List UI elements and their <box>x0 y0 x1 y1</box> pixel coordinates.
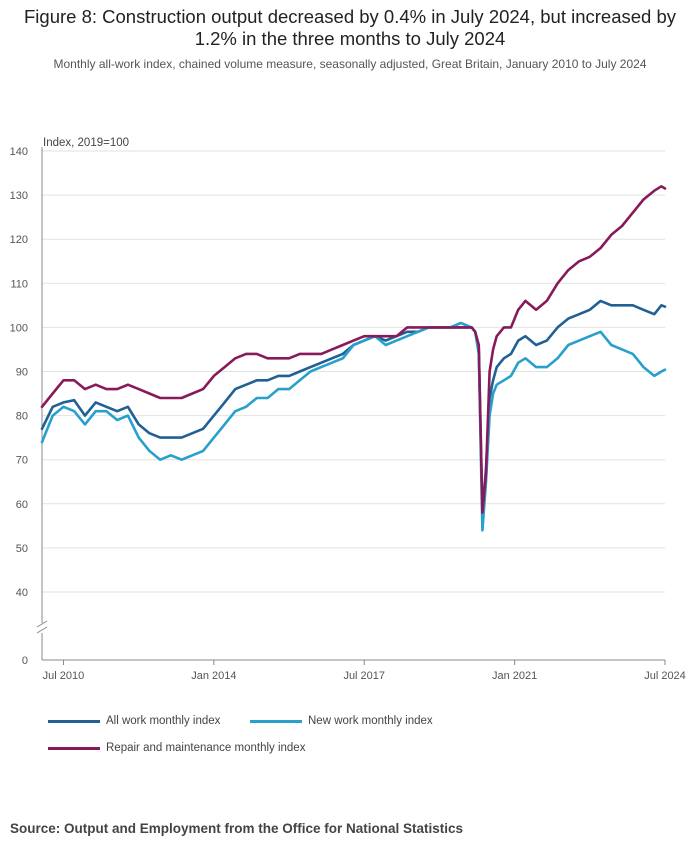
y-tick-label-100: 100 <box>10 322 28 334</box>
chart-title: Figure 8: Construction output decreased … <box>24 6 676 49</box>
x-tick-label-2: Jul 2017 <box>343 670 385 682</box>
legend-label-new-work: New work monthly index <box>308 715 433 727</box>
legend-swatch-all-work <box>48 719 100 723</box>
x-tick-label-3: Jan 2021 <box>492 670 537 682</box>
source-note: Source: Output and Employment from the O… <box>10 821 464 836</box>
y-tick-label-90: 90 <box>16 367 28 379</box>
y-tick-label-110: 110 <box>10 278 28 290</box>
legend-item-all-work: All work monthly index <box>48 715 220 727</box>
y-axis-unit-label: Index, 2019=100 <box>43 137 129 149</box>
series-line-new-work <box>40 321 667 532</box>
y-tick-label-140: 140 <box>10 146 28 158</box>
legend-label-repair-maintenance: Repair and maintenance monthly index <box>106 742 306 754</box>
y-tick-label-50: 50 <box>16 543 28 555</box>
y-tick-label-40: 40 <box>16 587 28 599</box>
y-tick-label-120: 120 <box>10 234 28 246</box>
y-tick-label-0: 0 <box>22 655 28 667</box>
chart-subtitle: Monthly all-work index, chained volume m… <box>53 57 647 71</box>
y-tick-label-130: 130 <box>10 190 28 202</box>
legend-label-all-work: All work monthly index <box>106 715 221 727</box>
line-chart: 0 40 50 60 70 80 90 100 110 120 130 140 Index, 2019=… <box>10 137 686 682</box>
axis-break-mark-lower <box>36 626 48 634</box>
y-tick-label-60: 60 <box>16 499 28 511</box>
legend-swatch-repair-maintenance <box>48 746 100 750</box>
series-line-repair-maintenance <box>40 185 667 514</box>
axis-break-mark-upper <box>36 620 48 628</box>
legend-swatch-new-work <box>250 719 302 723</box>
series-line-all-work <box>40 299 667 514</box>
legend-item-repair-maintenance: Repair and maintenance monthly index <box>48 742 305 754</box>
y-tick-label-70: 70 <box>16 455 28 467</box>
axis-break-gap <box>36 623 48 633</box>
x-tick-label-4: Jul 2024 <box>644 670 686 682</box>
y-tick-label-80: 80 <box>16 411 28 423</box>
legend-item-new-work: New work monthly index <box>250 715 433 727</box>
x-tick-label-0: Jul 2010 <box>43 670 85 682</box>
x-tick-label-1: Jan 2014 <box>191 670 236 682</box>
